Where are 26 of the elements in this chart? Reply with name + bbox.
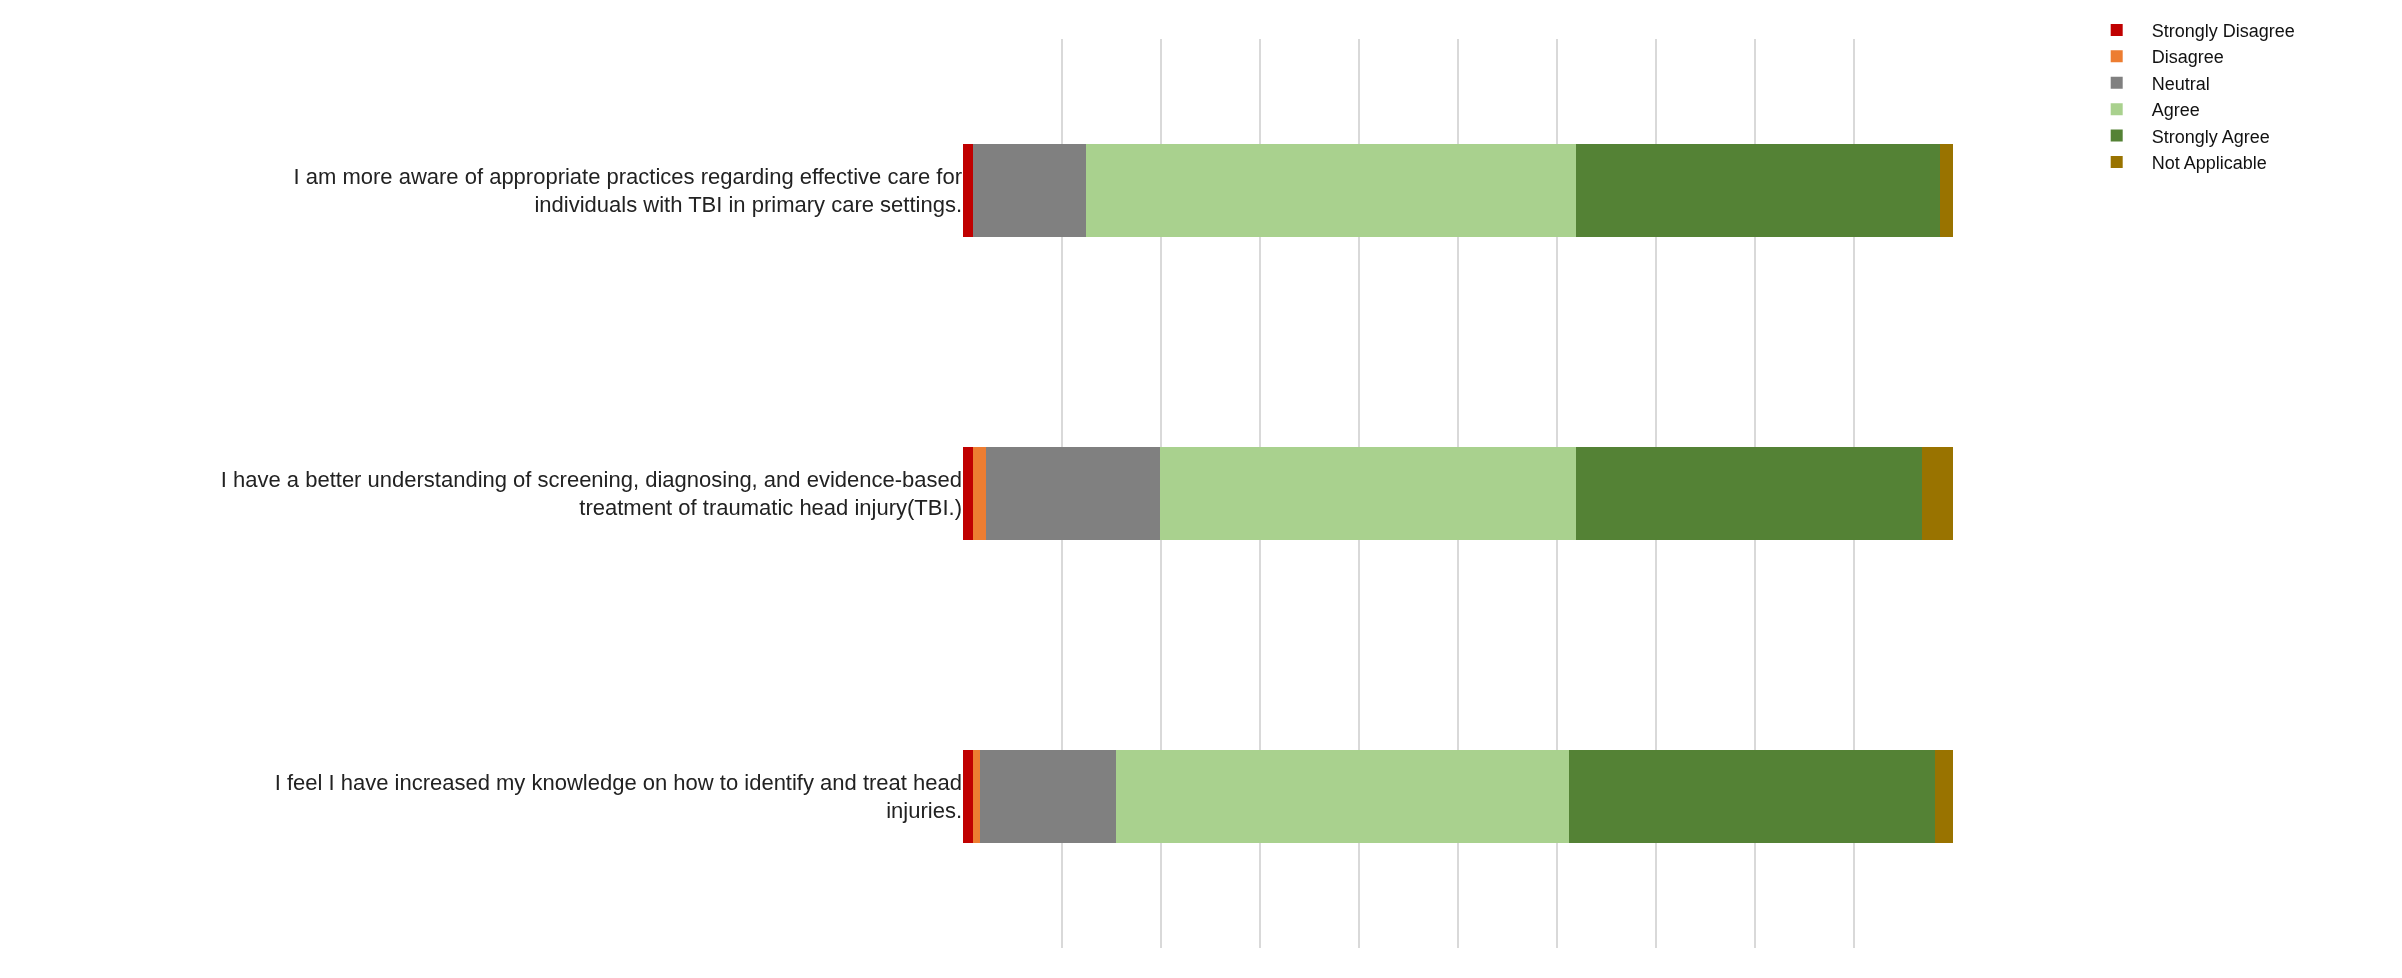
bar — [963, 749, 973, 844]
bar — [963, 143, 973, 238]
legend-label: Not Applicable — [2151, 152, 2267, 173]
bar — [1160, 446, 1576, 541]
bar — [1940, 143, 1953, 238]
bar — [1575, 143, 1941, 238]
bar — [972, 143, 1086, 238]
bar — [979, 749, 1117, 844]
legend-label: Disagree — [2151, 47, 2224, 68]
bar — [972, 446, 986, 541]
bar — [1568, 749, 1936, 844]
bar — [1085, 143, 1576, 238]
y-tick-label: I am more aware of appropriate practices regarding effective care for individuals with TBI in primary care settings. — [293, 163, 962, 218]
legend-label: Strongly Disagree — [2151, 20, 2295, 41]
y-tick-label: I feel I have increased my knowledge on how to identify and treat head injuries. — [274, 769, 962, 824]
legend-label: Neutral — [2151, 73, 2210, 94]
bar — [1935, 749, 1953, 844]
legend-label: Agree — [2151, 100, 2200, 121]
y-tick-label: I have a better understanding of screening, diagnosing, and evidence-based treatment of traumatic head injury(TBI.) — [220, 466, 962, 521]
bar — [985, 446, 1161, 541]
legend-label: Strongly Agree — [2151, 126, 2270, 147]
bar — [1116, 749, 1569, 844]
bar — [972, 749, 980, 844]
bar — [1922, 446, 1953, 541]
bar — [963, 446, 973, 541]
bar — [1575, 446, 1923, 541]
